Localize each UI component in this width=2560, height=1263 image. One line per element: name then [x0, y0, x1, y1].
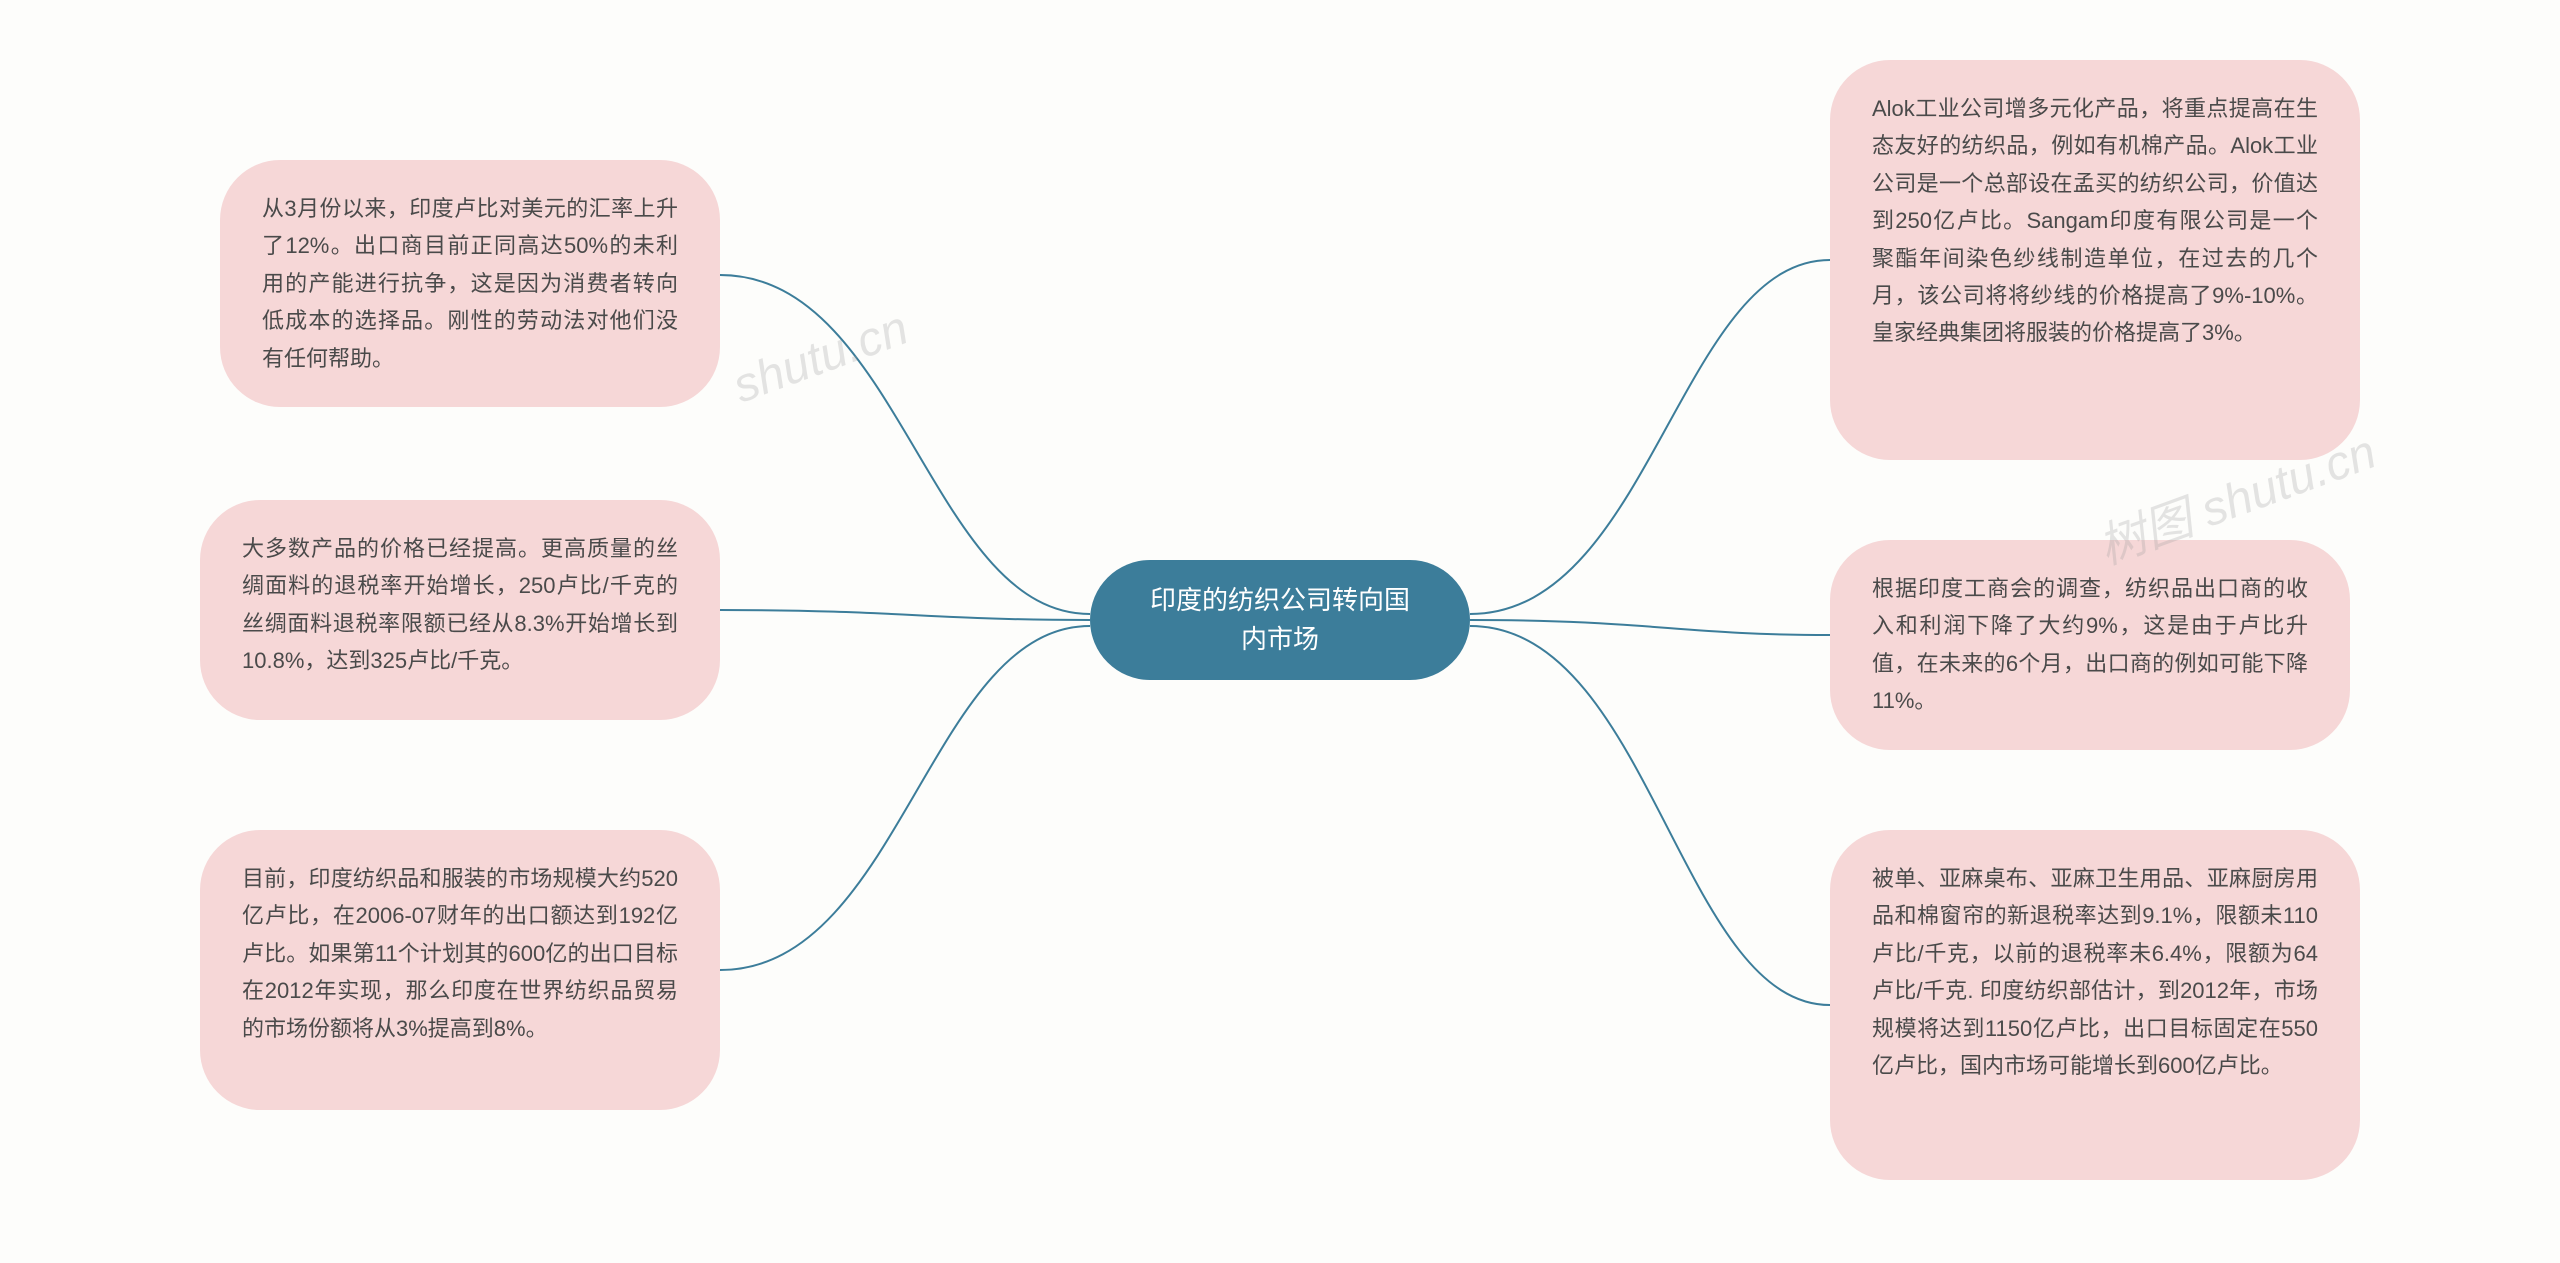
edge-r3: [1470, 626, 1830, 1005]
center-node: 印度的纺织公司转向国内市场: [1090, 560, 1470, 680]
leaf-node-r1: Alok工业公司增多元化产品，将重点提高在生态友好的纺织品，例如有机棉产品。Al…: [1830, 60, 2360, 460]
leaf-node-l1: 从3月份以来，印度卢比对美元的汇率上升了12%。出口商目前正同高达50%的未利用…: [220, 160, 720, 407]
leaf-node-r3: 被单、亚麻桌布、亚麻卫生用品、亚麻厨房用品和棉窗帘的新退税率达到9.1%，限额未…: [1830, 830, 2360, 1180]
edge-l2: [720, 610, 1090, 620]
watermark-0: shutu.cn: [726, 301, 915, 415]
edge-l1: [720, 275, 1090, 614]
edge-l3: [720, 626, 1090, 970]
edge-r1: [1470, 260, 1830, 614]
center-node-text: 印度的纺织公司转向国内市场: [1138, 581, 1422, 659]
edge-r2: [1470, 620, 1830, 635]
leaf-node-r2: 根据印度工商会的调查，纺织品出口商的收入和利润下降了大约9%，这是由于卢比升值，…: [1830, 540, 2350, 750]
leaf-node-l2: 大多数产品的价格已经提高。更高质量的丝绸面料的退税率开始增长，250卢比/千克的…: [200, 500, 720, 720]
leaf-node-l3: 目前，印度纺织品和服装的市场规模大约520亿卢比，在2006-07财年的出口额达…: [200, 830, 720, 1110]
